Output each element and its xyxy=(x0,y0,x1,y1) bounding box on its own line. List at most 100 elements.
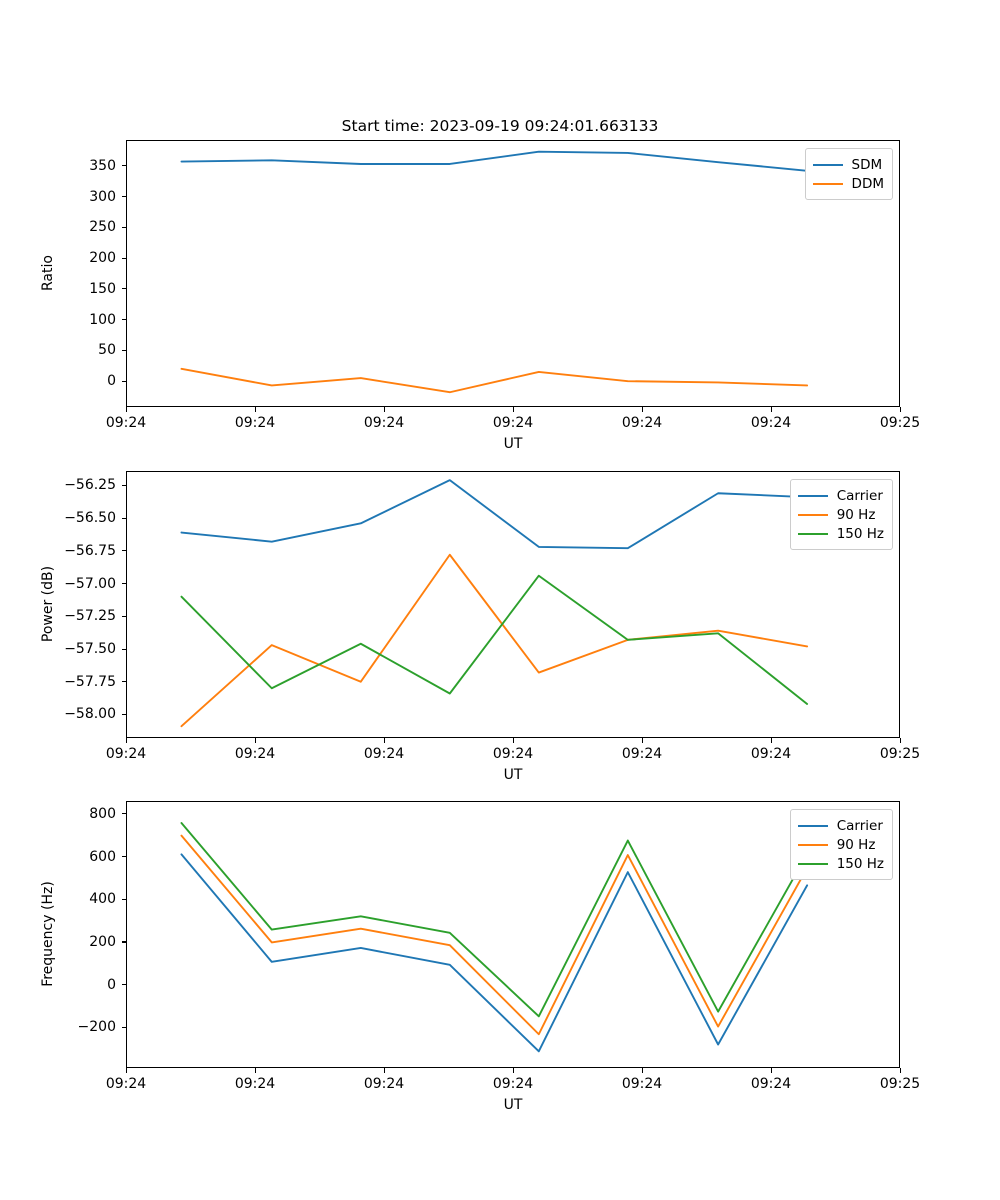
x-tick-mark xyxy=(254,407,256,412)
subplot-frequency xyxy=(126,801,900,1068)
y-tick-label: 400 xyxy=(89,891,116,908)
series-line-sdm xyxy=(180,150,809,172)
y-tick-label: −57.00 xyxy=(64,575,116,592)
x-tick-mark xyxy=(899,738,901,743)
x-tick-mark xyxy=(770,738,772,743)
legend-label: 150 Hz xyxy=(836,855,884,872)
x-tick-mark xyxy=(125,738,127,743)
x-tick-label: 09:24 xyxy=(492,415,534,431)
legend-swatch-icon xyxy=(797,513,828,516)
legend-swatch-icon xyxy=(797,494,828,497)
series-line-90-hz xyxy=(180,834,809,1036)
x-tick-label: 09:24 xyxy=(105,1076,147,1092)
y-tick-mark xyxy=(121,615,126,617)
y-tick-label: 50 xyxy=(98,342,116,359)
x-tick-label: 09:24 xyxy=(750,1076,792,1092)
y-tick-mark xyxy=(121,898,126,900)
data-lines-power xyxy=(180,479,809,728)
legend-ratio-panel[interactable]: SDM DDM xyxy=(804,148,893,200)
legend-swatch-icon xyxy=(797,532,828,535)
x-tick-label: 09:24 xyxy=(363,1076,405,1092)
x-tick-label: 09:24 xyxy=(621,746,663,762)
legend-swatch-icon xyxy=(797,824,828,827)
legend-entry: Carrier xyxy=(797,816,884,835)
legend-label: Carrier xyxy=(836,817,883,834)
x-tick-label: 09:24 xyxy=(105,746,147,762)
series-line-90-hz xyxy=(180,553,809,728)
legend-entry: 150 Hz xyxy=(797,854,884,873)
y-tick-mark xyxy=(121,380,126,382)
x-axis-label: UT xyxy=(503,436,523,452)
y-tick-label: 0 xyxy=(107,976,116,993)
y-tick-label: −56.50 xyxy=(64,510,116,527)
x-tick-label: 09:24 xyxy=(750,415,792,431)
legend-frequency-panel[interactable]: Carrier 90 Hz 150 Hz xyxy=(789,809,893,880)
y-tick-label: 350 xyxy=(89,157,116,174)
y-tick-label: −57.50 xyxy=(64,641,116,657)
legend-entry: 90 Hz xyxy=(797,835,884,854)
data-lines-ratio xyxy=(180,150,809,394)
y-tick-mark xyxy=(121,319,126,321)
x-tick-mark xyxy=(383,1068,385,1073)
y-tick-mark xyxy=(121,984,126,986)
legend-power-panel[interactable]: Carrier 90 Hz 150 Hz xyxy=(789,479,893,550)
data-lines-frequency xyxy=(180,822,809,1053)
x-tick-label: 09:25 xyxy=(879,415,921,431)
y-tick-label: 800 xyxy=(89,805,116,822)
y-tick-mark xyxy=(121,856,126,858)
y-tick-label: −56.25 xyxy=(64,477,116,494)
x-tick-mark xyxy=(899,407,901,412)
x-tick-mark xyxy=(770,1068,772,1073)
y-tick-label: −57.75 xyxy=(64,673,116,690)
y-tick-mark xyxy=(121,517,126,519)
y-tick-mark xyxy=(121,648,126,650)
legend-entry: 150 Hz xyxy=(797,524,884,543)
x-tick-label: 09:24 xyxy=(363,415,405,431)
series-line-150-hz xyxy=(180,574,809,705)
series-line-150-hz xyxy=(180,822,809,1018)
y-tick-mark xyxy=(121,813,126,815)
y-tick-mark xyxy=(121,196,126,198)
plot-frame-power xyxy=(126,471,900,738)
y-axis-label: Ratio xyxy=(40,254,56,291)
y-tick-label: 250 xyxy=(89,219,116,236)
legend-label: DDM xyxy=(851,175,884,192)
x-tick-label: 09:24 xyxy=(234,746,276,762)
plot-frame-ratio xyxy=(126,140,900,407)
x-tick-label: 09:24 xyxy=(750,746,792,762)
y-tick-label: 600 xyxy=(89,848,116,865)
x-tick-label: 09:25 xyxy=(879,1076,921,1092)
x-tick-label: 09:24 xyxy=(621,1076,663,1092)
y-tick-label: 150 xyxy=(89,280,116,297)
y-tick-mark xyxy=(121,257,126,259)
series-line-carrier xyxy=(180,853,809,1053)
plot-frame-frequency xyxy=(126,801,900,1068)
y-tick-mark xyxy=(121,165,126,167)
y-tick-mark xyxy=(121,583,126,585)
legend-swatch-icon xyxy=(812,163,843,166)
y-tick-label: 200 xyxy=(89,250,116,267)
x-tick-label: 09:24 xyxy=(492,746,534,762)
x-tick-label: 09:24 xyxy=(234,415,276,431)
x-tick-mark xyxy=(641,1068,643,1073)
y-axis-label: Frequency (Hz) xyxy=(40,880,56,987)
x-tick-label: 09:24 xyxy=(363,746,405,762)
subplot-power xyxy=(126,471,900,738)
y-tick-mark xyxy=(121,1026,126,1028)
x-axis-label: UT xyxy=(503,1097,523,1113)
x-tick-mark xyxy=(254,738,256,743)
y-axis-label: Power (dB) xyxy=(40,565,56,642)
series-line-ddm xyxy=(180,367,809,394)
x-tick-mark xyxy=(383,738,385,743)
x-axis-label: UT xyxy=(503,767,523,783)
x-tick-mark xyxy=(125,1068,127,1073)
figure-title: Start time: 2023-09-19 09:24:01.663133 xyxy=(341,117,659,135)
legend-swatch-icon xyxy=(797,843,828,846)
y-tick-label: 0 xyxy=(107,373,116,390)
y-tick-label: 300 xyxy=(89,188,116,205)
legend-label: 90 Hz xyxy=(836,836,876,853)
x-tick-label: 09:24 xyxy=(621,415,663,431)
x-tick-mark xyxy=(641,738,643,743)
x-tick-mark xyxy=(641,407,643,412)
